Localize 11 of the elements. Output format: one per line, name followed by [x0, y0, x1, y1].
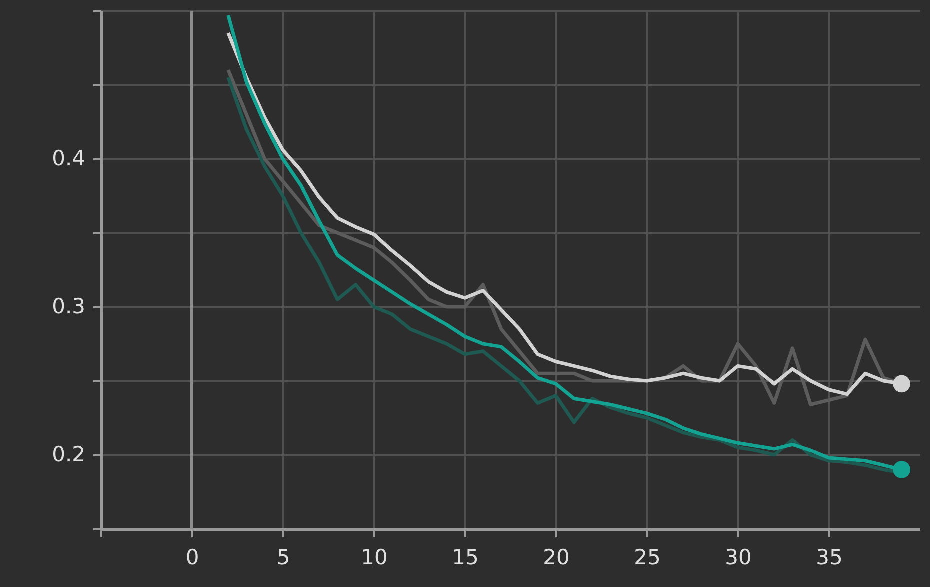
x-tick-label: 15	[452, 546, 479, 570]
x-tick-label: 25	[634, 546, 661, 570]
x-tick-label: 5	[276, 546, 290, 570]
x-tick-label: 10	[361, 546, 388, 570]
x-tick-label: 35	[816, 546, 843, 570]
y-tick-label: 0.3	[52, 294, 86, 318]
y-tick-label: 0.4	[52, 146, 86, 170]
x-tick-label: 20	[543, 546, 570, 570]
x-tick-label: 0	[186, 546, 200, 570]
y-tick-label: 0.2	[52, 442, 86, 466]
x-tick-label: 30	[725, 546, 752, 570]
